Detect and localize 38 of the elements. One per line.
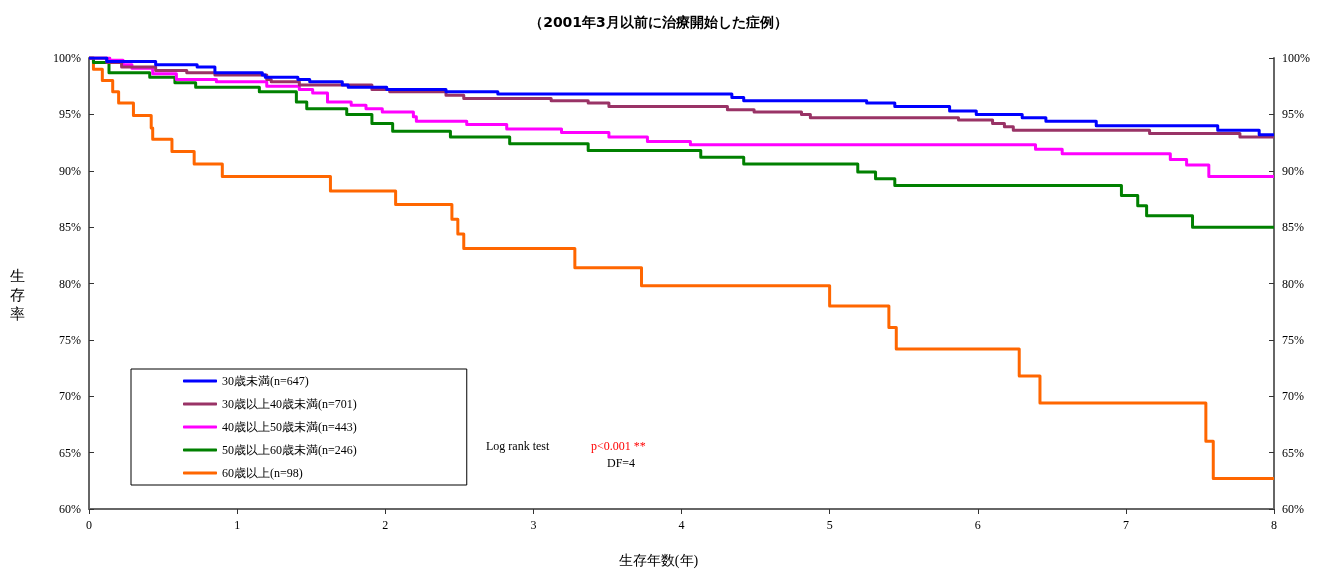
annotation: DF=4 [607,456,636,470]
legend-label: 30歳以上40歳未満(n=701) [222,397,357,411]
y-tick-label: 85% [59,220,81,235]
y-tick-label: 70% [59,389,81,404]
annotation: Log rank test [486,439,550,453]
x-tick-label: 4 [678,518,685,532]
y2-tick-label: 65% [1282,445,1304,460]
y2-tick-label: 90% [1282,163,1304,178]
y2-tick-label: 70% [1282,389,1304,404]
x-tick-label: 6 [974,518,981,532]
y2-tick-label: 95% [1282,107,1304,122]
x-tick-label: 0 [86,518,92,532]
chart-title: （2001年3月以前に治療開始した症例） [529,14,788,30]
x-tick-label: 7 [1122,518,1129,532]
y2-tick-label: 75% [1282,332,1304,347]
x-tick-label: 3 [530,518,537,532]
y2-tick-label: 85% [1282,220,1304,235]
y2-tick-label: 60% [1282,502,1304,516]
x-tick-label: 5 [826,518,833,532]
y-tick-label: 90% [59,163,81,178]
y2-tick-label: 100% [1282,51,1310,65]
y-axis-title: 生存率 [10,267,25,322]
x-tick-label: 2 [382,518,389,532]
annotation: p<0.001 ** [591,439,646,453]
legend-label: 40歳以上50歳未満(n=443) [222,420,357,434]
y-tick-label: 60% [59,502,81,516]
x-tick-label: 8 [1271,518,1277,532]
x-axis-title: 生存年数(年) [618,552,699,569]
y-tick-label: 65% [59,445,81,460]
y-tick-label: 75% [59,332,81,347]
legend-label: 50歳以上60歳未満(n=246) [222,443,357,457]
y-tick-label: 100% [53,51,81,65]
legend-label: 60歳以上(n=98) [222,466,303,480]
x-tick-label: 1 [234,518,241,532]
legend-label: 30歳未満(n=647) [222,374,309,388]
y2-tick-label: 80% [1282,276,1304,291]
y-tick-label: 80% [59,276,81,291]
y-tick-label: 95% [59,107,81,122]
